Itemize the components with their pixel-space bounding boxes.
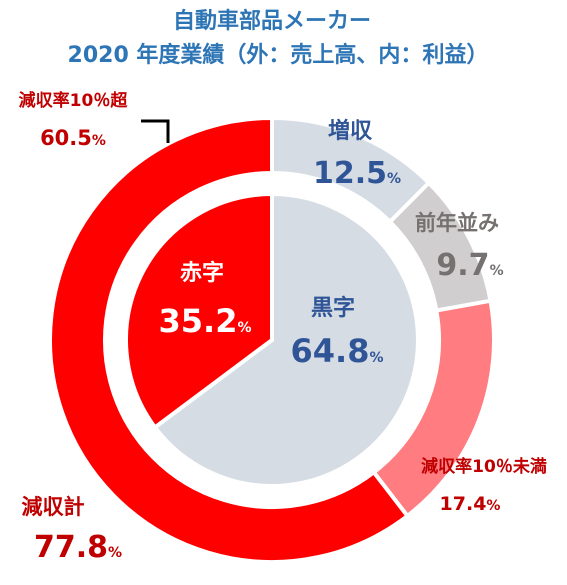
outer-group-value: 77.8% [34, 530, 122, 565]
labels: 増収 12.5% 前年並み 9.7% 減収率10％未満 17.4% 減収率10％超 60.5%… [19, 90, 547, 565]
inner-pie [124, 191, 420, 488]
outer-label-0: 増収 [328, 118, 373, 144]
outer-value-1: 9.7% [436, 248, 503, 283]
inner-value-1: 35.2% [159, 302, 252, 340]
inner-value-0: 64.8% [291, 332, 384, 370]
outer-slice-3 [48, 115, 411, 564]
outer-label-2: 減収率10％未満 [421, 456, 547, 477]
outer-label-3: 減収率10％超 [19, 90, 129, 111]
outer-group-label: 減収計 [22, 495, 85, 519]
leader-line [141, 119, 170, 143]
inner-slice-0 [152, 191, 420, 488]
inner-label-1: 赤字 [180, 260, 224, 286]
outer-value-0: 12.5% [313, 156, 401, 191]
outer-ring [48, 115, 496, 564]
inner-slice-1 [124, 191, 274, 431]
outer-label-1: 前年並み [415, 211, 499, 235]
outer-value-2: 17.4% [440, 493, 501, 515]
chart-title-line2: 2020 年度業績（外：売上高、内：利益） [68, 42, 489, 68]
chart-title-line1: 自動車部品メーカー [173, 8, 371, 34]
outer-value-3: 60.5% [40, 126, 106, 150]
inner-label-0: 黒字 [311, 295, 355, 321]
